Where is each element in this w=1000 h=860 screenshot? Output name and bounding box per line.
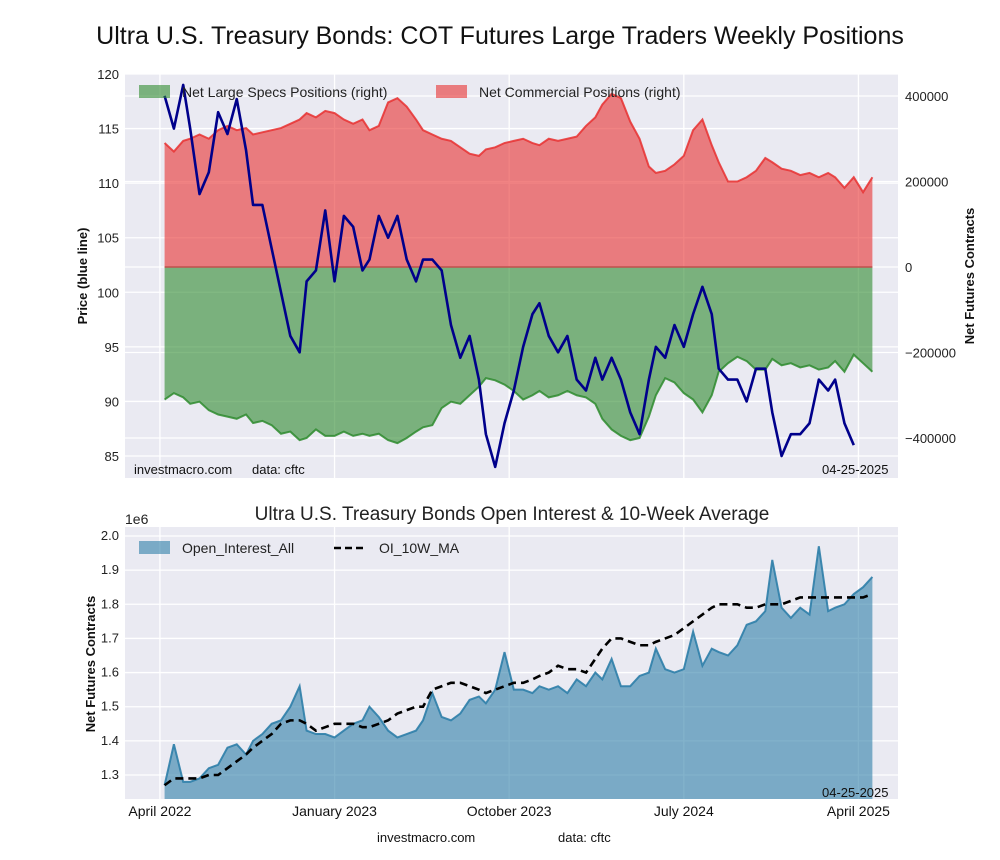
- legend-label-commercial: Net Commercial Positions (right): [479, 84, 681, 100]
- bottom-x-tick-label: July 2024: [654, 803, 714, 819]
- left-tick-label: 90: [105, 394, 119, 409]
- bottom-y-tick-label: 1.3: [101, 767, 119, 782]
- top-source-data: data: cftc: [252, 462, 305, 477]
- legend-swatch-commercial: [436, 85, 467, 98]
- right-tick-label: 400000: [905, 89, 948, 104]
- bottom-area: [163, 546, 874, 799]
- bottom-y-tick-label: 1.9: [101, 562, 119, 577]
- bottom-y-tick-label: 1.4: [101, 733, 119, 748]
- bottom-y-tick-label: 1.8: [101, 596, 119, 611]
- top-ylabel-right: Net Futures Contracts: [962, 208, 977, 345]
- right-tick-label: −200000: [905, 346, 956, 361]
- legend-label-specs: Net Large Specs Positions (right): [182, 84, 387, 100]
- top-price-line: [163, 83, 855, 469]
- right-tick-label: 200000: [905, 175, 948, 190]
- left-tick-label: 95: [105, 340, 119, 355]
- legend-swatch-oi: [139, 541, 170, 554]
- bottom-x-tick-label: April 2022: [128, 803, 191, 819]
- price-line: [163, 83, 855, 469]
- bottom-yscale: 1e6: [125, 511, 149, 527]
- bottom-date: 04-25-2025: [822, 785, 889, 800]
- bottom-x-ticks: April 2022 January 2023 October 2023 July 2…: [128, 803, 890, 819]
- left-tick-label: 110: [98, 176, 119, 191]
- bottom-y-tick-label: 1.5: [101, 699, 119, 714]
- right-tick-label: −400000: [905, 431, 956, 446]
- right-tick-label: 0: [905, 260, 912, 275]
- top-date: 04-25-2025: [822, 462, 889, 477]
- top-source-site: investmacro.com: [134, 462, 232, 477]
- top-left-ticks: 120 115 110 105 100 95 90 85: [97, 67, 119, 464]
- bottom-y-tick-label: 1.7: [101, 630, 119, 645]
- oi-line: [163, 546, 874, 786]
- legend-swatch-specs: [139, 85, 170, 98]
- specs-line: [164, 353, 874, 445]
- bottom-x-tick-label: April 2025: [827, 803, 890, 819]
- bottom-title: Ultra U.S. Treasury Bonds Open Interest …: [255, 504, 770, 525]
- bottom-y-ticks: 2.0 1.9 1.8 1.7 1.6 1.5 1.4 1.3: [101, 528, 119, 782]
- commercial-line: [163, 92, 874, 195]
- top-ylabel-left: Price (blue line): [75, 228, 90, 325]
- bottom-y-tick-label: 2.0: [101, 528, 119, 543]
- oi-area: [164, 546, 873, 799]
- bottom-ylabel: Net Futures Contracts: [83, 596, 98, 733]
- footer-data: data: cftc: [558, 830, 611, 845]
- left-tick-label: 115: [98, 122, 119, 137]
- legend-label-ma: OI_10W_MA: [379, 540, 460, 556]
- left-tick-label: 105: [97, 231, 119, 246]
- bottom-y-tick-label: 1.6: [101, 665, 119, 680]
- bottom-x-tick-label: October 2023: [467, 803, 552, 819]
- main-title: Ultra U.S. Treasury Bonds: COT Futures L…: [96, 22, 904, 50]
- footer-site: investmacro.com: [377, 830, 475, 845]
- left-tick-label: 120: [97, 67, 119, 82]
- bottom-x-tick-label: January 2023: [292, 803, 377, 819]
- top-right-ticks: 400000 200000 0 −200000 −400000: [905, 89, 956, 446]
- left-tick-label: 100: [97, 285, 119, 300]
- legend-label-oi: Open_Interest_All: [182, 540, 294, 556]
- left-tick-label: 85: [105, 449, 119, 464]
